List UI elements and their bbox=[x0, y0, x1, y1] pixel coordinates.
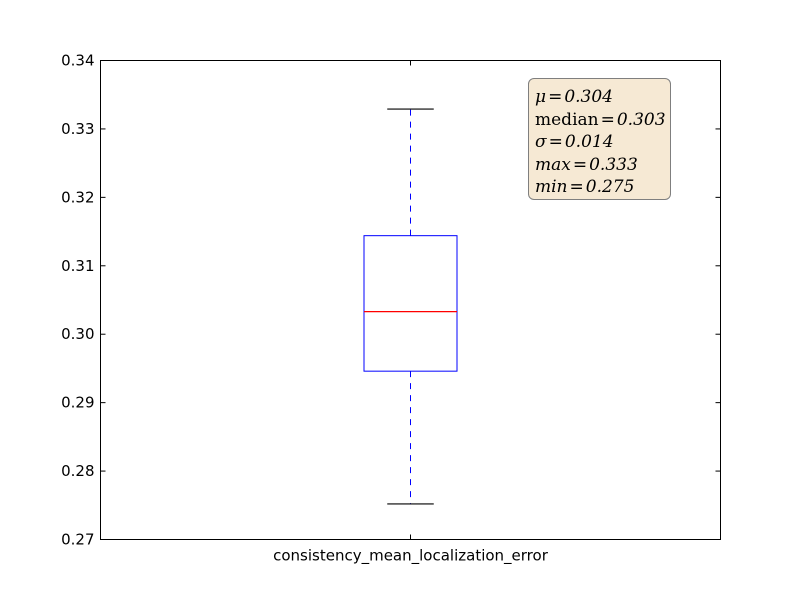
y-tick-label: 0.34 bbox=[61, 52, 94, 70]
y-tick-label: 0.27 bbox=[61, 531, 94, 549]
stats-line-sigma: σ = 0.014 bbox=[535, 132, 614, 152]
stats-value: 0.275 bbox=[585, 177, 635, 197]
stats-key: μ bbox=[535, 87, 547, 107]
stats-key: median bbox=[535, 109, 599, 130]
box-group bbox=[363, 108, 458, 505]
stats-line-max: max = 0.333 bbox=[535, 154, 638, 175]
y-tick-label: 0.28 bbox=[61, 462, 94, 480]
stats-line-min: min = 0.275 bbox=[535, 177, 635, 197]
y-tick-label: 0.32 bbox=[61, 188, 94, 206]
stats-key: min bbox=[535, 177, 568, 197]
x-axis: consistency_mean_localization_error bbox=[273, 60, 549, 566]
stats-value: 0.303 bbox=[616, 109, 666, 130]
stats-value: 0.304 bbox=[564, 87, 613, 107]
stats-line-median: median = 0.303 bbox=[535, 109, 666, 130]
stats-annotation-box: μ = 0.304 median = 0.303 σ = 0.014 max = 0.333 m… bbox=[528, 78, 671, 200]
y-tick-label: 0.29 bbox=[61, 394, 94, 412]
stats-value: 0.333 bbox=[589, 154, 638, 175]
y-tick-label: 0.33 bbox=[61, 120, 94, 138]
stats-key: max bbox=[535, 154, 571, 175]
stats-line-mean: μ = 0.304 bbox=[535, 87, 613, 107]
iqr-box bbox=[363, 235, 458, 372]
stats-value: 0.014 bbox=[564, 132, 614, 152]
x-tick-label: consistency_mean_localization_error bbox=[273, 547, 549, 566]
y-tick-label: 0.30 bbox=[61, 325, 94, 343]
y-tick-label: 0.31 bbox=[61, 257, 94, 275]
y-axis: 0.27 0.28 0.29 0.30 0.31 0.32 0.33 0.34 bbox=[61, 52, 721, 549]
stats-key: σ bbox=[535, 132, 547, 152]
